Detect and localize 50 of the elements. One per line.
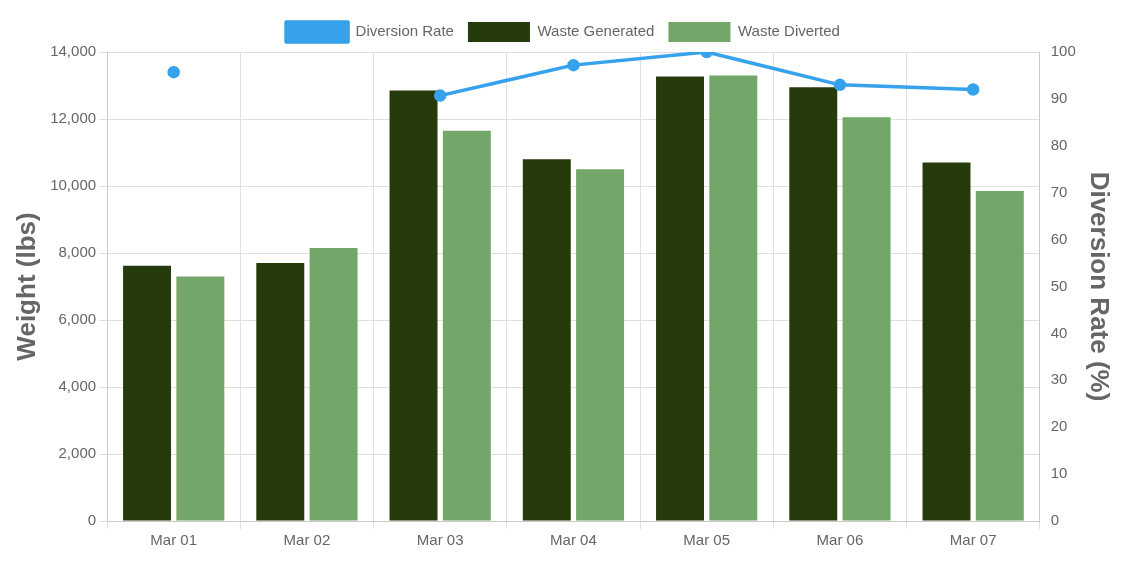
x-tick-label: Mar 01 [150,531,198,549]
point [966,83,980,96]
bar [522,159,571,521]
x-tick-label: Mar 03 [416,531,464,549]
bar [389,90,438,521]
bar [576,169,625,521]
y-tick-label: 0 [87,511,97,529]
x-tick-label: Mar 05 [683,531,731,549]
y2-tick-label: 40 [1050,323,1068,341]
bar [123,265,172,521]
y-tick-label: 14,000 [50,42,97,60]
bar [442,130,491,521]
y2-tick-label: 10 [1050,464,1068,482]
point [567,58,580,72]
y2-tick-label: 30 [1050,370,1068,388]
y-tick-label: 4,000 [58,377,97,395]
point [433,89,447,102]
y2-tick-label: 0 [1050,511,1060,529]
bar [975,191,1024,521]
y-tick-label: 6,000 [58,310,97,328]
y-tick-label: 10,000 [50,176,97,194]
bar [256,263,305,521]
y2-tick-label: 20 [1050,417,1068,435]
x-tick-label: Mar 04 [550,531,597,549]
legend-label: Diversion Rate [355,22,454,40]
bar [176,276,225,521]
y2-tick-label: 70 [1050,182,1068,200]
bar [789,87,838,521]
y2-axis-title: Diversion Rate (%) [1085,171,1116,402]
y2-tick-label: 80 [1050,135,1068,153]
legend-label: Waste Diverted [737,22,840,40]
legend-label: Waste Generated [537,22,655,40]
x-tick-label: Mar 07 [949,531,997,549]
y-tick-label: 12,000 [50,109,97,127]
y2-tick-label: 50 [1050,276,1068,294]
point [167,65,180,79]
bar [309,247,358,521]
y-axis-title: Weight (lbs) [10,212,41,361]
y2-tick-label: 90 [1050,89,1068,107]
bar [922,162,971,521]
bar [709,75,758,521]
bar [656,76,704,521]
bar [842,117,891,521]
x-tick-label: Mar 02 [283,531,331,549]
x-tick-label: Mar 06 [816,531,864,549]
y-tick-label: 2,000 [58,444,97,462]
y-tick-label: 8,000 [58,243,97,261]
y2-tick-label: 100 [1050,42,1076,60]
point [833,78,847,92]
y2-tick-label: 60 [1050,229,1068,247]
